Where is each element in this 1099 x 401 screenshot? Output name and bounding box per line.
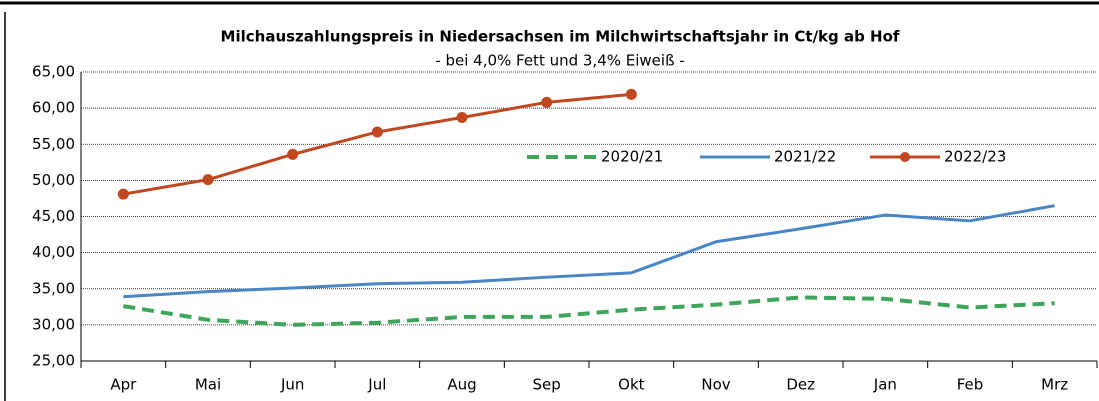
y-tick-label: 50,00 <box>32 171 75 189</box>
x-tick-label: Okt <box>618 376 644 394</box>
x-tick-label: Feb <box>957 376 984 394</box>
legend-label: 2020/21 <box>601 148 663 166</box>
x-tick-label: Mai <box>195 376 221 394</box>
legend-label: 2021/22 <box>774 148 836 166</box>
point <box>287 148 299 160</box>
x-tick-label: Nov <box>701 376 730 394</box>
y-tick-label: 65,00 <box>32 63 75 81</box>
x-tick-label: Aug <box>447 376 476 394</box>
y-tick-label: 30,00 <box>32 315 75 333</box>
x-tick-label: Sep <box>533 376 561 394</box>
chart-subtitle: - bei 4,0% Fett und 3,4% Eiweiß - <box>435 52 684 70</box>
point <box>202 174 214 186</box>
x-tick-label: Jun <box>280 376 304 394</box>
legend-marker <box>900 152 910 162</box>
y-tick-label: 25,00 <box>32 352 75 370</box>
x-tick-label: Mrz <box>1041 376 1068 394</box>
x-tick-label: Apr <box>110 376 137 394</box>
y-tick-label: 40,00 <box>32 243 75 261</box>
point <box>117 188 129 200</box>
series-line <box>123 295 1055 327</box>
y-tick-label: 35,00 <box>32 279 75 297</box>
point <box>541 96 553 108</box>
x-tick-label: Dez <box>786 376 815 394</box>
y-tick-label: 60,00 <box>32 99 75 117</box>
point <box>625 88 637 100</box>
point <box>371 126 383 138</box>
y-tick-label: 45,00 <box>32 207 75 225</box>
point <box>456 112 468 124</box>
chart-title: Milchauszahlungspreis in Niedersachsen i… <box>221 28 900 46</box>
x-tick-label: Jan <box>873 376 897 394</box>
series-line <box>123 204 1055 299</box>
legend-label: 2022/23 <box>944 148 1006 166</box>
y-tick-label: 55,00 <box>32 135 75 153</box>
x-tick-label: Jul <box>367 376 386 394</box>
